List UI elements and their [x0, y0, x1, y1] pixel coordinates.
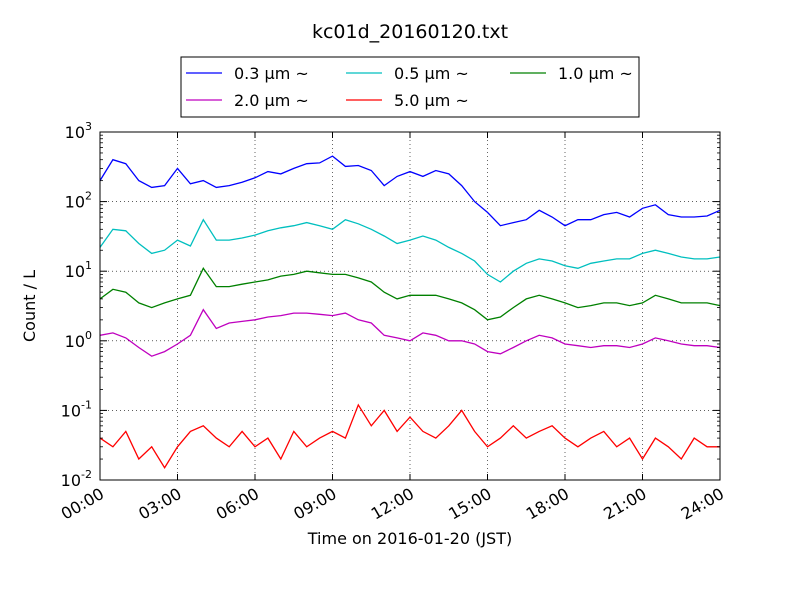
y-tick-base: 10	[65, 332, 85, 351]
series-line-1	[99, 218, 721, 283]
y-tick-base: 10	[61, 401, 81, 420]
y-tick-exponent: 2	[85, 190, 92, 203]
legend-label-4: 5.0 μm ~	[394, 91, 469, 110]
legend-label-2: 1.0 μm ~	[558, 64, 633, 83]
y-tick-label: 103	[65, 120, 92, 142]
y-tick-exponent: 0	[85, 329, 92, 342]
y-tick-label: 10-2	[61, 468, 92, 490]
chart-title: kc01d_20160120.txt	[312, 21, 508, 43]
y-tick-exponent: -1	[81, 398, 92, 411]
y-tick-base: 10	[65, 262, 85, 281]
legend-label-3: 2.0 μm ~	[234, 91, 309, 110]
y-axis-label: Count / L	[20, 270, 39, 342]
y-tick-label: 101	[65, 259, 92, 281]
series-line-3	[99, 308, 721, 357]
y-tick-label: 100	[65, 329, 92, 351]
y-tick-label: 10-1	[61, 398, 92, 420]
legend-label-1: 0.5 μm ~	[394, 64, 469, 83]
legend-label-0: 0.3 μm ~	[234, 64, 309, 83]
y-tick-exponent: 1	[85, 259, 92, 272]
y-tick-exponent: 3	[85, 120, 92, 133]
series-line-2	[99, 267, 721, 321]
legend: 0.3 μm ~ 0.5 μm ~ 1.0 μm ~ 2.0 μm ~ 5.0 μm ~	[180, 56, 640, 118]
y-tick-base: 10	[65, 123, 85, 142]
y-tick-base: 10	[65, 193, 85, 212]
series-lines	[99, 155, 721, 469]
series-line-0	[99, 155, 721, 227]
y-tick-exponent: -2	[81, 468, 92, 481]
series-line-4	[99, 403, 720, 469]
x-axis-label: Time on 2016-01-20 (JST)	[307, 529, 512, 548]
legend-box	[180, 56, 640, 118]
y-tick-label: 102	[65, 190, 92, 212]
y-tick-base: 10	[61, 471, 81, 490]
